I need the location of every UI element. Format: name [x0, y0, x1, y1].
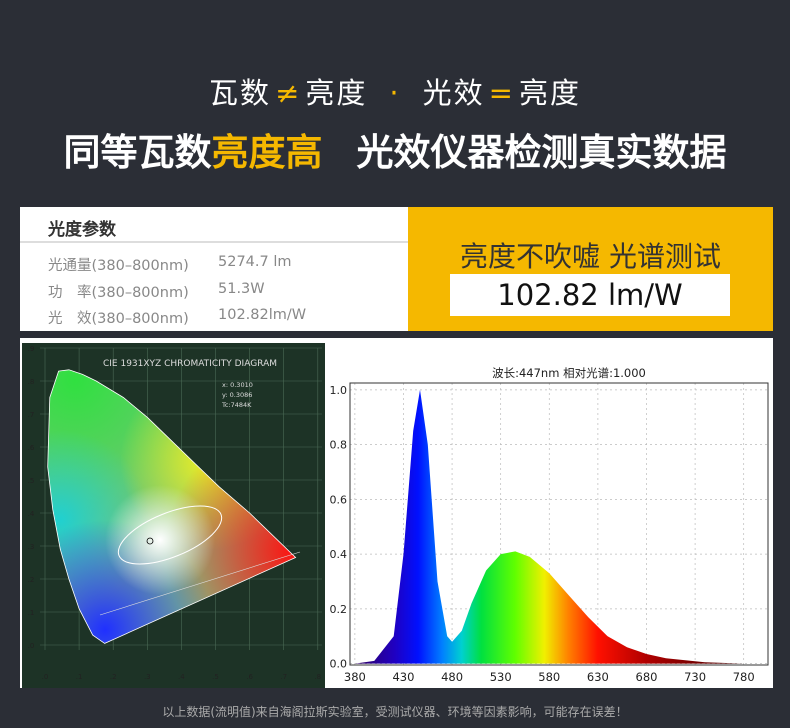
text: 光效仪器检测真实数据	[356, 131, 727, 174]
y-tick-label: .3	[28, 543, 35, 551]
x-tick-label: 430	[392, 670, 414, 684]
y-tick-label: 1.0	[330, 384, 348, 397]
title: 同等瓦数亮度高 光效仪器检测真实数据	[0, 122, 790, 176]
glow	[105, 485, 215, 595]
y-tick-label: .6	[28, 444, 35, 452]
y-tick-label: .2	[28, 576, 35, 584]
divider	[20, 241, 408, 243]
text: ≠	[275, 76, 302, 110]
x-tick-label: 680	[636, 670, 658, 684]
x-tick-label: .0	[42, 673, 49, 681]
spectrum-chart: 波长:447nm 相对光谱:1.000 0.0 0.2 0.4 0.6 0.8 1.0 380…	[330, 366, 769, 684]
y-tick-label: .7	[28, 411, 35, 419]
x-tick-label: .6	[246, 673, 253, 681]
text: 同等瓦数	[63, 131, 212, 174]
x-tick-label: 630	[587, 670, 609, 684]
param-row: 光 效(380–800nm) 102.82lm/W	[48, 307, 306, 328]
value: 51.3W	[218, 281, 265, 297]
point	[146, 537, 154, 545]
caption: 波长:447nm 相对光谱:1.000	[492, 366, 646, 380]
x-tick-label: 730	[684, 670, 706, 684]
x-tick-label: .4	[178, 673, 185, 681]
label: 光 效(380–800nm)	[48, 311, 189, 327]
readout: Tc:7484K	[221, 401, 252, 409]
badge-value: 102.82 lm/W	[450, 274, 730, 316]
locus-outline	[47, 369, 297, 644]
plot-frame	[349, 382, 769, 666]
y-tick-label: .4	[28, 510, 35, 518]
readout: x: 0.3010	[222, 381, 253, 389]
text: 亮度	[305, 76, 368, 110]
label: 光通量(380–800nm)	[48, 258, 189, 274]
params-heading: 光度参数	[48, 220, 116, 240]
text: 瓦数	[209, 76, 272, 110]
value: 5274.7 lm	[218, 254, 292, 270]
y-tick-label: 0.2	[330, 603, 348, 616]
y-tick-label: 0.8	[330, 439, 348, 452]
cie-title: CIE 1931XYZ CHROMATICITY DIAGRAM	[103, 359, 277, 369]
y-tick-label: .8	[28, 378, 35, 386]
text: ·	[389, 76, 401, 110]
label: 功 率(380–800nm)	[48, 285, 189, 301]
x-tick-label: .3	[144, 673, 151, 681]
x-tick-label: 480	[441, 670, 463, 684]
x-tick-label: 380	[344, 670, 366, 684]
y-tick-label: 0.4	[330, 548, 348, 561]
y-tick-label: .5	[28, 477, 35, 485]
y-tick-label: 0.6	[330, 493, 348, 506]
readout: y: 0.3086	[222, 391, 252, 399]
x-tick-label: .2	[110, 673, 117, 681]
header-line: 瓦数 ≠ 亮度 · 光效 = 亮度	[0, 70, 790, 112]
y-tick-label: 0.0	[330, 658, 348, 671]
text: 亮度	[518, 76, 581, 110]
text: 光效	[422, 76, 485, 110]
triangle	[99, 551, 301, 616]
badge: 亮度不吹嘘 光谱测试 102.82 lm/W	[408, 207, 773, 331]
badge-title: 亮度不吹嘘 光谱测试	[460, 240, 721, 273]
text: 亮度高	[211, 131, 323, 174]
planckian	[117, 505, 223, 565]
y-tick-label: .1	[28, 609, 35, 617]
x-tick-label: .7	[280, 673, 287, 681]
x-tick-label: 580	[538, 670, 560, 684]
param-row: 功 率(380–800nm) 51.3W	[48, 281, 265, 302]
value: 102.82lm/W	[218, 307, 307, 323]
spectrum-area	[354, 389, 744, 664]
x-tick-label: .5	[212, 673, 219, 681]
y-tick-label: .0	[28, 642, 35, 650]
y-tick-label: .9	[28, 345, 35, 353]
x-tick-label: .8	[314, 673, 321, 681]
x-tick-label: 530	[490, 670, 512, 684]
text: =	[488, 76, 515, 110]
param-row: 光通量(380–800nm) 5274.7 lm	[48, 254, 292, 275]
footer-note: 以上数据(流明值)来自海阁拉斯实验室，受测试仪器、环境等因素影响，可能存在误差！	[162, 705, 628, 719]
params-panel: 光度参数 光通量(380–800nm) 5274.7 lm 功 率(380–800…	[20, 207, 773, 331]
x-tick-label: 780	[733, 670, 755, 684]
x-tick-label: .1	[76, 673, 83, 681]
params: 光度参数 光通量(380–800nm) 5274.7 lm 功 率(380–800…	[20, 207, 408, 331]
